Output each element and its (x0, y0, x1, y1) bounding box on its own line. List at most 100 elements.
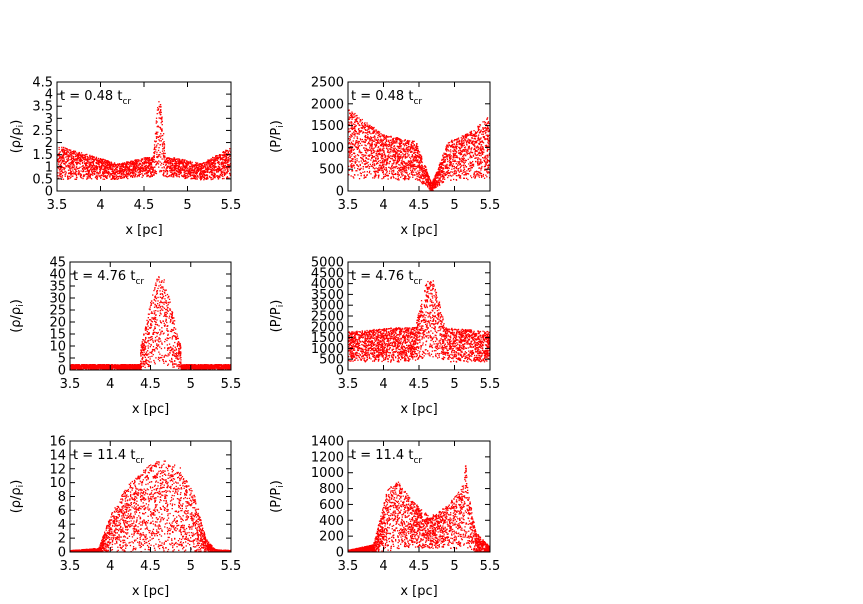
data-point (192, 164, 194, 167)
data-point (208, 167, 210, 169)
data-point (381, 153, 383, 155)
data-point (175, 167, 177, 169)
data-point (152, 167, 154, 169)
data-point (205, 161, 207, 164)
data-point (372, 132, 375, 134)
data-point (223, 167, 226, 169)
x-tick-label: 5.5 (221, 198, 242, 213)
data-point (125, 174, 127, 176)
data-point (394, 157, 397, 160)
data-point (430, 188, 432, 190)
data-point (393, 153, 395, 156)
data-point (375, 142, 377, 144)
data-point (219, 158, 222, 160)
data-point (164, 152, 166, 155)
data-point (477, 139, 479, 142)
data-point (224, 164, 227, 167)
data-point (102, 171, 104, 173)
data-point (460, 140, 462, 142)
data-point (477, 138, 479, 140)
data-point (466, 172, 468, 175)
data-point (67, 164, 69, 166)
data-point (71, 167, 74, 169)
data-point (70, 171, 72, 173)
data-point (118, 170, 121, 173)
data-point (396, 139, 398, 141)
data-point (459, 154, 461, 156)
data-point (401, 158, 403, 160)
data-point (363, 177, 365, 179)
data-point (204, 178, 207, 180)
data-point (228, 165, 230, 167)
data-point (189, 171, 192, 174)
data-point (464, 161, 466, 163)
data-point (417, 179, 420, 181)
data-point (355, 161, 357, 163)
data-point (485, 129, 487, 131)
data-point (389, 160, 391, 163)
data-point (101, 160, 103, 162)
data-point (439, 181, 441, 183)
data-point (153, 148, 156, 150)
data-point (115, 177, 117, 180)
data-point (79, 166, 81, 168)
data-point (188, 173, 191, 175)
data-point (393, 169, 395, 171)
data-point (89, 157, 92, 159)
data-point (414, 157, 416, 159)
data-point (473, 172, 475, 174)
data-point (148, 169, 150, 172)
data-point (415, 156, 417, 159)
data-point (398, 157, 400, 159)
data-point (461, 173, 463, 175)
data-point (96, 178, 98, 180)
data-point (121, 167, 123, 169)
data-point (177, 160, 179, 162)
data-point (223, 159, 226, 162)
data-point (348, 156, 350, 158)
x-axis-label: x [pc] (125, 223, 162, 238)
data-point (213, 158, 216, 160)
data-point (350, 145, 352, 148)
data-point (194, 164, 196, 166)
data-point (401, 168, 403, 170)
data-point (382, 171, 384, 174)
data-point (186, 160, 188, 162)
data-point (155, 160, 157, 162)
data-point (376, 171, 379, 173)
data-point (397, 158, 399, 160)
data-point (352, 143, 354, 145)
data-point (134, 174, 137, 176)
data-point (160, 113, 162, 116)
data-point (349, 113, 351, 115)
data-point (170, 162, 172, 164)
data-point (372, 131, 374, 133)
data-point (381, 140, 383, 143)
data-point (95, 167, 97, 169)
data-point (162, 142, 164, 144)
data-point (439, 171, 441, 174)
data-point (124, 168, 126, 170)
data-point (219, 176, 221, 179)
data-point (186, 161, 188, 163)
data-point (179, 160, 181, 162)
data-point (221, 167, 223, 170)
data-point (169, 158, 171, 160)
data-point (144, 170, 146, 172)
data-point (146, 174, 148, 177)
data-point (445, 146, 447, 148)
data-point (214, 170, 216, 172)
data-point (211, 174, 214, 176)
data-point (180, 159, 182, 161)
data-point (422, 180, 424, 182)
data-point (224, 171, 226, 173)
data-point (454, 169, 456, 172)
data-point (112, 169, 114, 171)
data-point (406, 170, 408, 172)
data-point (71, 152, 74, 155)
data-point (173, 157, 176, 159)
data-point (378, 168, 380, 170)
data-point (129, 161, 132, 163)
data-point (461, 160, 463, 162)
data-point (477, 137, 480, 139)
